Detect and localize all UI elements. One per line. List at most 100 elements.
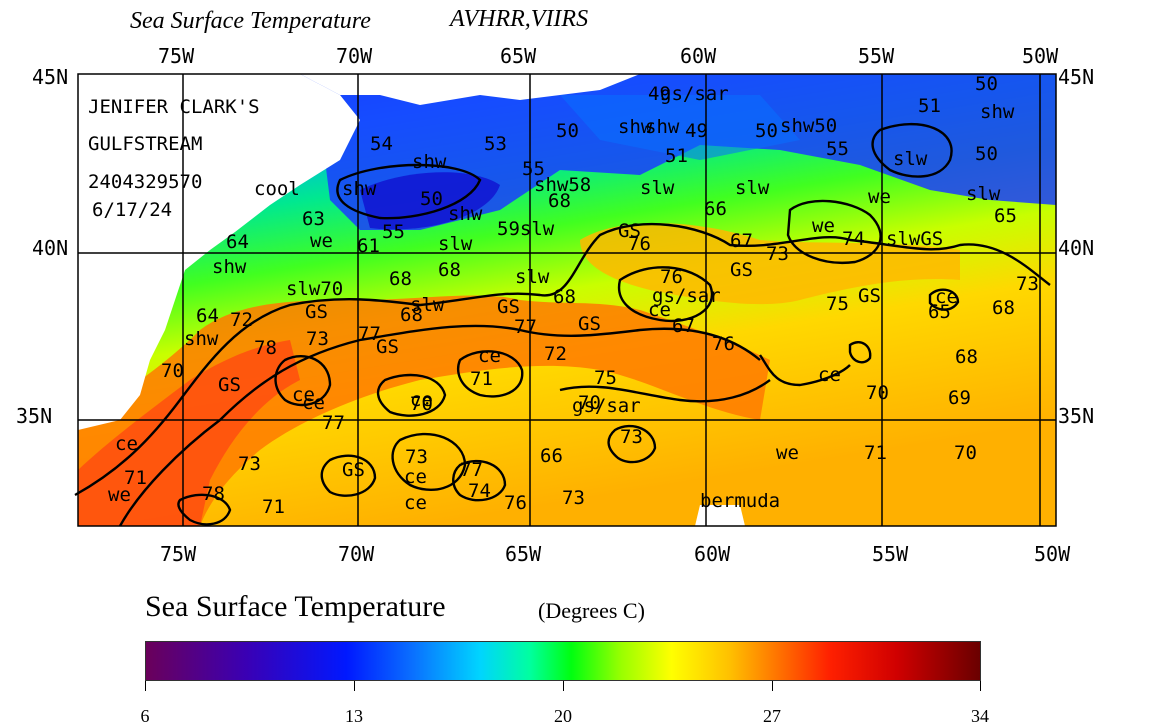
colorbar (145, 641, 981, 681)
map-annotation: 64 (226, 231, 249, 253)
map-annotation: ce (478, 345, 501, 367)
lon-label-bottom-60w: 60W (694, 542, 731, 566)
colorbar-label-20: 20 (554, 706, 572, 726)
map-annotation: 70 (954, 442, 977, 464)
map-annotation: 72 (544, 343, 567, 365)
colorbar-tick (354, 681, 355, 691)
map-annotation: 74 (468, 480, 491, 502)
map-annotation: slw (893, 148, 928, 170)
map-annotation: GS (305, 301, 328, 323)
map-annotation: 73 (562, 487, 585, 509)
map-annotation: ce (404, 492, 427, 514)
lat-label-left-40n: 40N (32, 236, 69, 260)
map-annotation: shw (212, 256, 247, 278)
map-annotation: 70 (161, 360, 184, 382)
map-annotation: 70 (866, 382, 889, 404)
header-line-4: 6/17/24 (92, 199, 172, 221)
map-annotation: 77 (322, 412, 345, 434)
map-annotation: 73 (620, 426, 643, 448)
map-annotation: GS (730, 259, 753, 281)
map-annotation: 76 (660, 266, 683, 288)
map-annotation: 50 (975, 143, 998, 165)
colorbar-units: (Degrees C) (538, 598, 645, 623)
map-annotation: 65 (994, 205, 1017, 227)
map-annotation: 70 (410, 393, 433, 415)
map-annotation: 73 (405, 446, 428, 468)
map-annotation: ce (935, 286, 958, 308)
lon-label-bottom-55w: 55W (872, 542, 909, 566)
lon-label-top-55w: 55W (858, 44, 895, 68)
header-line-2: GULFSTREAM (88, 133, 202, 155)
map-annotation: GS (858, 285, 881, 307)
map-annotation: 50 (420, 188, 443, 210)
land (78, 74, 360, 430)
map-annotation: 73 (306, 328, 329, 350)
map-annotation: GS (218, 374, 241, 396)
map-annotation: 67 (672, 315, 695, 337)
map-annotation: ce (115, 433, 138, 455)
map-annotation: ce (404, 466, 427, 488)
map-annotation: we (776, 442, 799, 464)
map-annotation: 68 (548, 190, 571, 212)
map-annotation: slw (966, 183, 1001, 205)
map-annotation: 55 (826, 138, 849, 160)
map-annotation: 78 (254, 337, 277, 359)
map-annotation: shw (412, 151, 447, 173)
lat-label-right-40n: 40N (1058, 236, 1095, 260)
sensor-label: AVHRR,VIIRS (450, 6, 589, 32)
map-annotation: 64 (196, 305, 219, 327)
map-annotation: ce (292, 384, 315, 406)
map-annotation: 71 (864, 442, 887, 464)
map-annotation: GS (376, 336, 399, 358)
map-annotation: 65 (928, 301, 951, 323)
lon-label-top-50w: 50W (1022, 44, 1059, 68)
cold-pool (360, 172, 500, 230)
map-annotation: 66 (704, 198, 727, 220)
map-annotation: 68 (992, 297, 1015, 319)
lon-label-top-60w: 60W (680, 44, 717, 68)
map-annotation: 77 (460, 459, 483, 481)
shelf-water (560, 95, 800, 160)
map-annotation: shw (184, 328, 219, 350)
map-annotation: 54 (370, 133, 393, 155)
map-annotation: 75 (826, 293, 849, 315)
colorbar-tick (145, 681, 146, 691)
map-annotation: shw58 (534, 174, 591, 196)
map-annotation: 61 (357, 235, 380, 257)
header-line-1: JENIFER CLARK'S (88, 96, 260, 118)
colorbar-title: Sea Surface Temperature (145, 590, 446, 623)
map-annotation: 76 (712, 333, 735, 355)
gs-meander-north (580, 223, 960, 305)
map-annotation: slw (640, 177, 675, 199)
map-annotation: 50 (975, 73, 998, 95)
lon-label-top-70w: 70W (336, 44, 373, 68)
map-annotation: 77 (514, 316, 537, 338)
map-annotation: 59slw (497, 218, 555, 240)
map-annotation: slw (410, 294, 445, 316)
map-annotation: 73 (1016, 273, 1039, 295)
map-annotation: gs/sar (572, 395, 641, 417)
map-annotation: 49 (685, 120, 708, 142)
map-annotation: 50 (755, 120, 778, 142)
lon-label-bottom-65w: 65W (505, 542, 542, 566)
map-annotation: slw (735, 177, 770, 199)
map-annotation: 68 (400, 304, 423, 326)
map-annotation: GS (578, 313, 601, 335)
lon-label-bottom-50w: 50W (1034, 542, 1071, 566)
lon-label-top-75w: 75W (158, 44, 195, 68)
map-annotation: shw (618, 116, 653, 138)
map-annotation: 71 (470, 368, 493, 390)
map-annotation: 50 (556, 120, 579, 142)
map-annotation: slw (438, 233, 473, 255)
map-annotation: 78 (202, 483, 225, 505)
map-annotation: we (812, 215, 835, 237)
map-annotation: 63 (302, 208, 325, 230)
map-annotation: 71 (262, 496, 285, 518)
map-annotation: shw50 (780, 115, 837, 137)
map-annotation: ce (818, 364, 841, 386)
map-annotation: 76 (504, 492, 527, 514)
map-annotation: 73 (238, 453, 261, 475)
colorbar-tick (563, 681, 564, 691)
lat-label-left-45n: 45N (32, 65, 69, 89)
